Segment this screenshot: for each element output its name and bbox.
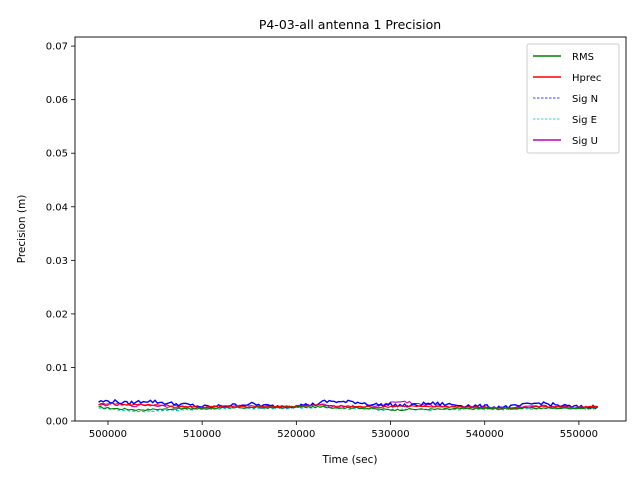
series-line-rms <box>98 405 598 412</box>
x-tick-label: 540000 <box>466 429 504 440</box>
legend-box <box>526 43 620 154</box>
series-line-sig-n <box>98 398 599 410</box>
legend-label: RMS <box>572 52 594 63</box>
y-tick-label: 0.07 <box>46 42 68 53</box>
legend-label: Sig N <box>572 94 598 105</box>
legend: RMS Hprec Sig N Sig E Sig U <box>526 43 620 154</box>
y-tick-label: 0.05 <box>46 149 68 160</box>
series-layer <box>98 398 599 413</box>
x-tick-label: 530000 <box>371 429 409 440</box>
y-tick-label: 0.06 <box>46 95 68 106</box>
legend-label: Sig U <box>572 136 598 147</box>
plot-frame <box>74 36 627 422</box>
x-axis-label: Time (sec) <box>322 454 378 466</box>
legend-label: Hprec <box>572 73 601 84</box>
chart-title: P4-03-all antenna 1 Precision <box>259 17 441 32</box>
x-tick-label: 520000 <box>277 429 315 440</box>
y-axis-label: Precision (m) <box>16 195 28 264</box>
x-tick-label: 510000 <box>183 429 221 440</box>
series-line-hprec <box>98 402 598 409</box>
legend-label: Sig E <box>572 115 597 126</box>
y-axis: 0.00 0.01 0.02 0.03 0.04 0.05 0.06 0.07 <box>46 42 75 428</box>
y-tick-label: 0.01 <box>46 363 68 374</box>
y-tick-label: 0.03 <box>46 256 68 267</box>
y-tick-label: 0.04 <box>46 202 68 213</box>
series-line-sig-e <box>98 406 598 413</box>
y-tick-label: 0.00 <box>46 417 68 428</box>
x-tick-label: 550000 <box>560 429 598 440</box>
x-tick-label: 500000 <box>89 429 127 440</box>
x-axis: 500000 510000 520000 530000 540000 550000 <box>89 421 598 440</box>
y-tick-label: 0.02 <box>46 309 68 320</box>
